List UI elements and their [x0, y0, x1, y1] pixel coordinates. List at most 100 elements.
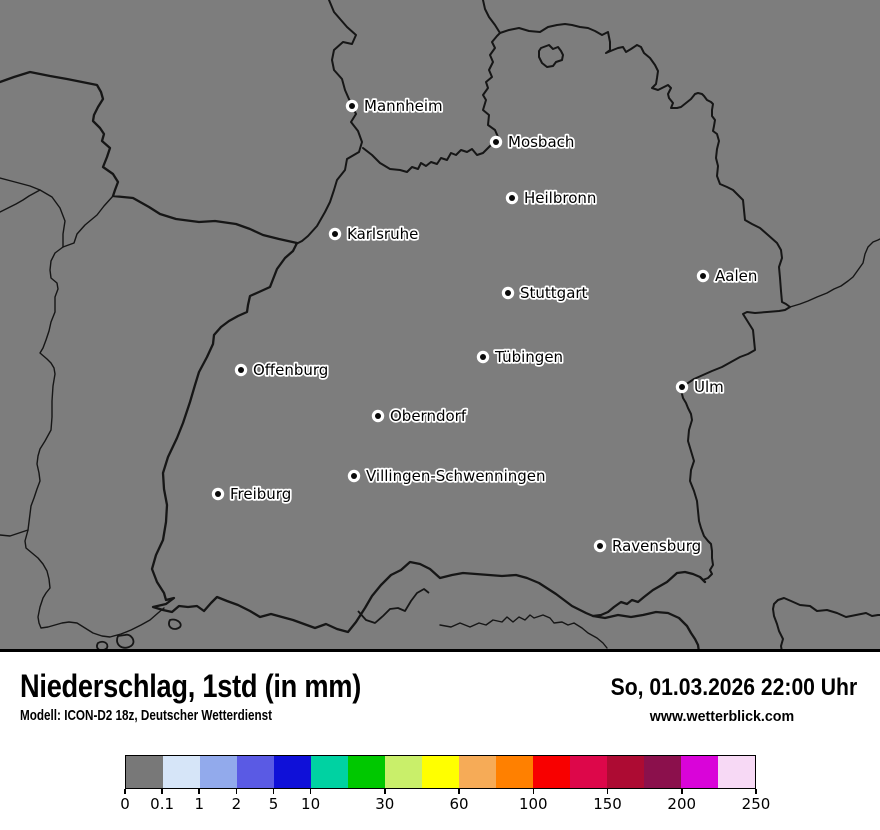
city-dot: [493, 139, 499, 145]
city-marker-group: Oberndorf: [371, 406, 469, 427]
basel-blob-1: [116, 633, 135, 649]
colorbar-tickmark: [235, 789, 238, 794]
city-marker-group: Heilbronn: [505, 187, 598, 209]
colorbar-tick-label: 0: [120, 795, 130, 813]
colorbar-tickmark: [681, 789, 683, 794]
datetime-label: So, 01.03.2026 22:00 Uhr: [577, 674, 857, 702]
city-dot: [509, 195, 515, 201]
colorbar-cell: [385, 756, 422, 788]
city-markers-layer: Mannheim Mosbach Heilbronn Karlsruhe Aalen St…: [211, 95, 759, 557]
colorbar-cell: [348, 756, 385, 788]
city-dot: [349, 103, 355, 109]
city-label: Offenburg: [253, 361, 328, 379]
city-marker-group: Ravensburg: [593, 536, 703, 557]
legend-colorbar: 0 0.1 1 2 5 10 30 60 100 150 200 250: [120, 755, 770, 815]
colorbar-cell: [533, 756, 570, 788]
colorbar-cell: [126, 756, 163, 788]
city-marker-group: Ulm: [675, 377, 725, 398]
city-marker-group: Mosbach: [489, 131, 576, 153]
city-label: Tübingen: [494, 348, 563, 366]
border-french-3: [24, 195, 165, 638]
city-dot: [700, 273, 706, 279]
footer: Niederschlag, 1std (in mm) Modell: ICON-…: [0, 652, 880, 830]
city-dot: [375, 413, 381, 419]
city-label: Ulm: [694, 378, 724, 396]
city-marker-group: Villingen-Schwenningen: [347, 466, 547, 487]
colorbar-tickmark: [272, 789, 275, 794]
basel-blob-3: [168, 618, 182, 630]
colorbar-cell: [644, 756, 681, 788]
border-france-swiss: [0, 70, 707, 634]
border-bavaria-thin: [789, 238, 880, 308]
border-east-bavaria: [499, 23, 791, 583]
page-title: Niederschlag, 1std (in mm): [20, 668, 421, 705]
city-label: Stuttgart: [520, 284, 588, 302]
border-exclave-loop: [538, 44, 564, 68]
map-borders-layer: Mannheim Mosbach Heilbronn Karlsruhe Aalen St…: [0, 0, 880, 652]
website-label: www.wetterblick.com: [633, 708, 811, 725]
colorbar-tickmark: [458, 789, 460, 794]
colorbar-cell: [459, 756, 496, 788]
colorbar-tickmark: [198, 789, 200, 794]
colorbar-tick-label: 30: [375, 795, 395, 813]
colorbar-tickmark: [161, 789, 163, 794]
colorbar-cell: [718, 756, 755, 788]
colorbar-cell: [570, 756, 607, 788]
colorbar-tick-label: 10: [301, 795, 321, 813]
colorbar-cell: [311, 756, 348, 788]
city-dot: [351, 473, 357, 479]
colorbar-cells: [125, 755, 756, 789]
datetime-text: So, 01.03.2026 22:00 Uhr: [610, 674, 857, 701]
city-dot: [215, 491, 221, 497]
city-marker-group: Freiburg: [211, 484, 293, 505]
border-schaffhausen: [357, 588, 430, 624]
colorbar-tick-label: 2: [231, 795, 242, 813]
city-marker-group: Tübingen: [476, 347, 565, 368]
city-dot: [480, 354, 486, 360]
colorbar-tick-label: 0.1: [150, 795, 175, 813]
colorbar-cell: [163, 756, 200, 788]
basel-blob-2: [96, 640, 109, 652]
colorbar-cell: [200, 756, 237, 788]
colorbar-tick-label: 250: [741, 795, 771, 813]
colorbar-tick-label: 100: [518, 795, 548, 813]
city-label: Karlsruhe: [347, 225, 418, 243]
colorbar-tickmark: [124, 789, 126, 794]
website-text: www.wetterblick.com: [649, 708, 795, 725]
colorbar-tick-label: 5: [268, 795, 279, 813]
city-label: Mosbach: [508, 133, 574, 151]
city-marker-group: Karlsruhe: [328, 223, 420, 245]
city-label: Freiburg: [230, 485, 291, 503]
border-austria: [591, 610, 701, 652]
border-west: [295, 0, 363, 245]
city-label: Ravensburg: [612, 537, 701, 555]
border-french-2: [0, 189, 41, 213]
city-label: Oberndorf: [390, 407, 467, 425]
colorbar-cell: [237, 756, 274, 788]
city-label: Heilbronn: [524, 189, 596, 207]
city-label: Mannheim: [364, 97, 443, 115]
city-marker-group: Aalen: [696, 266, 759, 287]
colorbar-tickmark: [532, 789, 535, 794]
city-marker-group: Mannheim: [345, 95, 444, 117]
city-dot: [597, 543, 603, 549]
colorbar-tickmark: [384, 789, 386, 794]
colorbar-tick-label: 200: [667, 795, 697, 813]
city-dot: [238, 367, 244, 373]
colorbar-cell: [422, 756, 459, 788]
map-background: [0, 0, 880, 652]
city-dot: [332, 231, 338, 237]
city-dot: [505, 290, 511, 296]
model-info-text: Modell: ICON-D2 18z, Deutscher Wetterdie…: [20, 707, 273, 724]
colorbar-cell: [274, 756, 311, 788]
colorbar-tickmark: [309, 789, 312, 794]
map-canvas: Mannheim Mosbach Heilbronn Karlsruhe Aalen St…: [0, 0, 880, 652]
city-marker-group: Stuttgart: [501, 283, 589, 304]
city-dot: [679, 384, 685, 390]
border-southeast-corner: [772, 597, 880, 652]
city-marker-group: Offenburg: [234, 360, 330, 381]
colorbar-cell: [607, 756, 644, 788]
model-info: Modell: ICON-D2 18z, Deutscher Wetterdie…: [20, 707, 343, 724]
city-label: Villingen-Schwenningen: [366, 467, 546, 485]
